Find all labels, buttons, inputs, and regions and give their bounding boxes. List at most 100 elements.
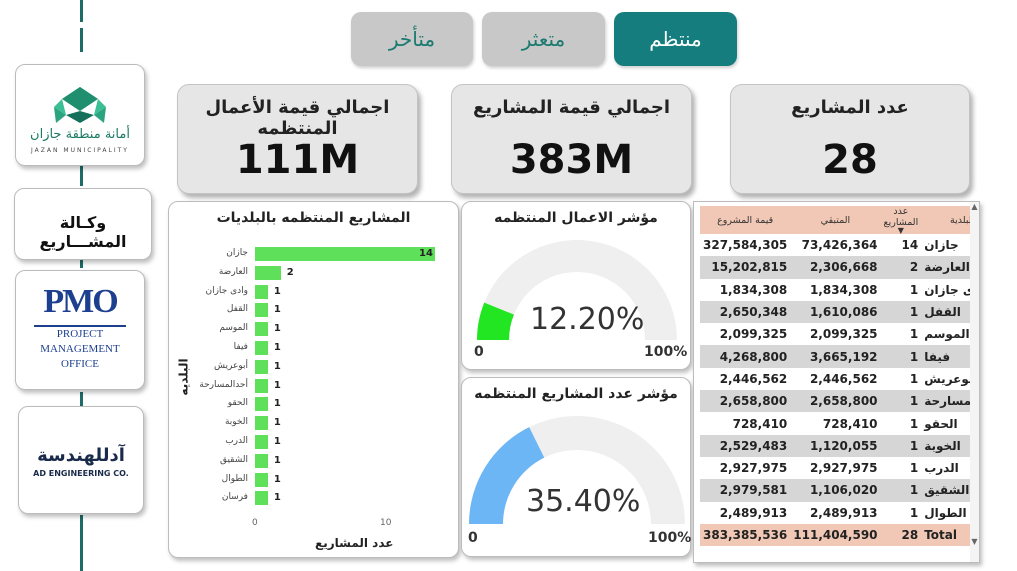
cell-value: 728,410 xyxy=(732,416,788,431)
col-header-remaining[interactable]: المتبقي xyxy=(790,206,881,234)
pmo-line-2: MANAGEMENT xyxy=(40,343,120,355)
col-header-count-label: عدد المشاريع xyxy=(883,206,919,228)
bar-value-label: 1 xyxy=(273,454,281,466)
cell-count: 1 xyxy=(909,371,919,386)
gauge-work-max: 100% xyxy=(644,344,688,360)
cell-value: 1,834,308 xyxy=(719,282,788,297)
cell-count: 1 xyxy=(909,416,919,431)
bar[interactable] xyxy=(255,397,268,412)
bar-value-label: 1 xyxy=(273,398,281,410)
projects-agency-box[interactable]: وكـالة المشـــاريع xyxy=(14,188,152,260)
total-value: 383,385,536 xyxy=(700,523,791,547)
gauge-fill[interactable] xyxy=(477,302,514,340)
bar[interactable] xyxy=(255,265,281,280)
bar-category-label: الطوال xyxy=(221,473,248,484)
bar[interactable] xyxy=(255,284,268,299)
cell-count: 1 xyxy=(880,390,922,413)
bar[interactable] xyxy=(255,341,268,355)
pmo-logo[interactable]: PMO PROJECT MANAGEMENT OFFICE xyxy=(15,270,145,390)
cell-count: 1 xyxy=(909,327,919,342)
bar-value-label: 1 xyxy=(273,492,281,504)
cell-municipality: الحقو xyxy=(924,416,958,431)
bar[interactable] xyxy=(255,491,268,506)
tab-stalled[interactable]: متعثر xyxy=(482,12,605,66)
bar-value-label: 1 xyxy=(273,360,281,372)
pmo-divider xyxy=(34,325,126,327)
gauge-work-min: 0 xyxy=(474,344,484,360)
gauge-fill[interactable] xyxy=(469,427,545,524)
cell-municipality: الطوال xyxy=(924,505,967,520)
bar[interactable] xyxy=(255,303,268,318)
cell-remaining: 1,106,020 xyxy=(790,479,881,502)
bar-category-label: أبوعريش xyxy=(214,360,248,371)
col-header-count[interactable]: عدد المشاريع ▼ xyxy=(880,206,922,235)
total-count: 28 xyxy=(880,523,922,547)
bar-category-label: العارضة xyxy=(218,266,248,277)
cell-municipality: جازان xyxy=(924,238,959,253)
jazan-municipality-logo[interactable]: أمانة منطقة جازان JAZAN MUNICIPALITY xyxy=(15,64,145,166)
bar[interactable] xyxy=(255,322,268,337)
cell-municipality: العارضة xyxy=(921,256,979,279)
tab-regular[interactable]: منتظم xyxy=(614,12,737,66)
bar[interactable] xyxy=(255,435,268,449)
gauge-count-title: مؤشر عدد المشاريع المنتظمه xyxy=(474,386,678,402)
pmo-logo-abbr: PMO xyxy=(43,283,118,320)
total-label: Total xyxy=(921,523,979,547)
cell-remaining: 3,665,192 xyxy=(790,345,881,368)
table-row[interactable]: 2,446,562 2,446,562 1 أبوعريش xyxy=(700,368,979,390)
table-row[interactable]: 1,834,308 1,834,308 1 وادى جازان xyxy=(700,279,979,301)
bar-chart-title: المشاريع المنتظمه بالبلديات xyxy=(216,210,411,226)
left-divider-line xyxy=(80,0,83,22)
bar[interactable] xyxy=(255,359,268,374)
bar-value-label: 1 xyxy=(273,323,281,335)
ad-engineering-logo[interactable]: آدللهندسة AD ENGINEERING CO. xyxy=(18,406,144,514)
kpi-project-value-title: اجمالي قيمة المشاريع xyxy=(472,97,671,118)
table-row[interactable]: 2,489,913 2,489,913 1 الطوال xyxy=(700,502,979,524)
col-header-value[interactable]: قيمة المشروع xyxy=(700,206,791,234)
ad-logo-arabic: آدللهندسة xyxy=(37,445,125,466)
table-row[interactable]: 2,529,483 1,120,055 1 الخوبة xyxy=(700,434,979,457)
sort-desc-icon: ▼ xyxy=(897,226,904,235)
table-scrollbar[interactable]: ▲ ▼ xyxy=(970,202,979,562)
table-row[interactable]: 4,268,800 3,665,192 1 فيفا xyxy=(700,345,979,368)
table-row[interactable]: 15,202,815 2,306,668 2 العارضة xyxy=(700,256,979,279)
table-row[interactable]: 327,584,305 73,426,364 14 جازان xyxy=(700,234,979,256)
table-row[interactable]: 2,979,581 1,106,020 1 الشقيق xyxy=(700,479,979,502)
cell-municipality: الخوبة xyxy=(921,434,979,457)
bar-category-label: فيفا xyxy=(233,342,248,352)
cell-count: 1 xyxy=(880,300,922,324)
cell-municipality: القفل xyxy=(921,300,979,324)
gauge-work-value: 12.20% xyxy=(530,302,645,337)
col-header-municipality[interactable]: البلدية xyxy=(921,206,979,234)
cell-remaining: 1,120,055 xyxy=(790,434,881,457)
bar[interactable] xyxy=(255,453,268,468)
gauge-count-card: مؤشر عدد المشاريع المنتظمه 35.40% 0 100% xyxy=(461,377,691,557)
table-row[interactable]: 728,410 728,410 1 الحقو xyxy=(700,412,979,434)
bar-category-label: الدرب xyxy=(225,436,248,446)
cell-value: 2,658,800 xyxy=(700,390,791,413)
table-row[interactable]: 2,650,348 1,610,086 1 القفل xyxy=(700,300,979,324)
bar-category-label: فرسان xyxy=(221,492,248,503)
gauge-track xyxy=(477,240,677,340)
bar[interactable] xyxy=(255,378,268,393)
cell-value: 2,099,325 xyxy=(719,327,788,342)
gauge-count-value: 35.40% xyxy=(526,484,641,519)
bar[interactable] xyxy=(255,247,435,261)
cell-value: 2,446,562 xyxy=(719,371,788,386)
cell-value: 2,650,348 xyxy=(700,300,791,324)
cell-remaining: 2,489,913 xyxy=(809,505,878,520)
bar-chart-tick-10: 10 xyxy=(380,518,392,528)
scroll-down-icon[interactable]: ▼ xyxy=(971,537,978,546)
cell-remaining: 2,099,325 xyxy=(809,327,878,342)
tab-delayed[interactable]: متأخر xyxy=(351,12,473,66)
bar-value-label: 1 xyxy=(273,342,281,353)
scroll-up-icon[interactable]: ▲ xyxy=(971,202,978,211)
bar[interactable] xyxy=(255,416,268,431)
table-total-row: 383,385,536 111,404,590 28 Total xyxy=(700,523,979,547)
bar[interactable] xyxy=(255,472,268,487)
table-row[interactable]: 2,927,975 2,927,975 1 الدرب xyxy=(700,457,979,479)
table-row[interactable]: 2,099,325 2,099,325 1 الموسم xyxy=(700,323,979,345)
bar-category-label: الخوبة xyxy=(224,417,248,428)
cell-value: 2,979,581 xyxy=(700,479,791,502)
